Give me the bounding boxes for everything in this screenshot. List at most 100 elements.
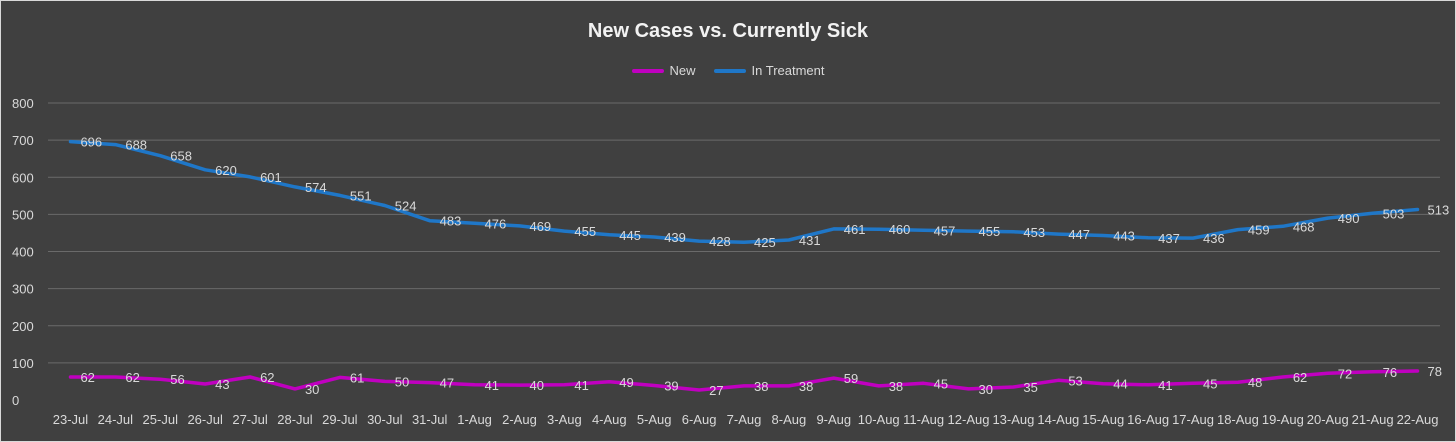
data-label-in-treatment: 469	[529, 219, 551, 234]
data-label-in-treatment: 436	[1203, 231, 1225, 246]
y-tick-label: 800	[12, 96, 34, 111]
y-tick-label: 600	[12, 170, 34, 185]
x-tick-label: 16-Aug	[1127, 412, 1169, 427]
series-line-in-treatment	[68, 139, 1420, 244]
x-tick-label: 23-Jul	[53, 412, 89, 427]
data-label-new: 41	[574, 378, 588, 393]
x-tick-label: 24-Jul	[98, 412, 134, 427]
data-label-new: 35	[1023, 380, 1037, 395]
data-label-new: 59	[844, 371, 858, 386]
x-tick-label: 26-Jul	[187, 412, 223, 427]
data-label-in-treatment: 490	[1338, 211, 1360, 226]
data-label-new: 39	[664, 379, 678, 394]
data-label-new: 41	[1158, 378, 1172, 393]
data-label-in-treatment: 696	[80, 135, 102, 150]
y-tick-label: 400	[12, 245, 34, 260]
data-label-new: 43	[215, 377, 229, 392]
data-label-in-treatment: 551	[350, 188, 372, 203]
data-label-new: 38	[889, 379, 903, 394]
x-tick-label: 7-Aug	[727, 412, 762, 427]
legend: New In Treatment	[1, 63, 1455, 78]
data-label-in-treatment: 428	[709, 234, 731, 249]
data-label-new: 62	[125, 370, 139, 385]
data-label-in-treatment: 460	[889, 222, 911, 237]
data-label-in-treatment: 461	[844, 222, 866, 237]
x-tick-label: 6-Aug	[682, 412, 717, 427]
data-label-in-treatment: 513	[1428, 203, 1450, 218]
data-label-new: 53	[1068, 373, 1082, 388]
data-label-in-treatment: 574	[305, 180, 327, 195]
x-tick-label: 28-Jul	[277, 412, 313, 427]
legend-label-new: New	[669, 63, 696, 78]
x-tick-label: 19-Aug	[1262, 412, 1304, 427]
x-tick-label: 25-Jul	[143, 412, 179, 427]
data-label-new: 62	[80, 370, 94, 385]
data-label-in-treatment: 688	[125, 138, 147, 153]
data-label-new: 27	[709, 383, 723, 398]
data-label-new: 40	[529, 378, 543, 393]
legend-swatch-in-treatment	[713, 68, 746, 73]
y-tick-label: 500	[12, 207, 34, 222]
data-label-new: 45	[934, 376, 948, 391]
x-tick-label: 3-Aug	[547, 412, 582, 427]
data-label-new: 45	[1203, 376, 1217, 391]
x-tick-label: 4-Aug	[592, 412, 627, 427]
data-label-new: 48	[1248, 375, 1262, 390]
series-line-new	[68, 369, 1420, 392]
x-tick-label: 8-Aug	[772, 412, 807, 427]
x-tick-label: 27-Jul	[232, 412, 268, 427]
data-label-in-treatment: 447	[1068, 227, 1090, 242]
y-tick-label: 300	[12, 282, 34, 297]
x-tick-label: 9-Aug	[816, 412, 851, 427]
y-tick-label: 200	[12, 319, 34, 334]
data-label-new: 38	[754, 379, 768, 394]
data-label-new: 76	[1383, 365, 1397, 380]
data-label-in-treatment: 443	[1113, 229, 1135, 244]
x-tick-label: 14-Aug	[1037, 412, 1079, 427]
data-label-in-treatment: 457	[934, 223, 956, 238]
x-tick-label: 5-Aug	[637, 412, 672, 427]
data-label-in-treatment: 431	[799, 233, 821, 248]
data-label-new: 50	[395, 374, 409, 389]
data-label-in-treatment: 453	[1023, 225, 1045, 240]
x-tick-label: 1-Aug	[457, 412, 492, 427]
data-label-in-treatment: 483	[440, 214, 462, 229]
x-tick-label: 2-Aug	[502, 412, 537, 427]
data-label-in-treatment: 503	[1383, 206, 1405, 221]
data-label-in-treatment: 455	[574, 224, 596, 239]
x-tick-label: 20-Aug	[1307, 412, 1349, 427]
data-label-new: 72	[1338, 366, 1352, 381]
x-tick-label: 18-Aug	[1217, 412, 1259, 427]
legend-item-in-treatment: In Treatment	[713, 63, 825, 78]
data-label-new: 30	[979, 382, 993, 397]
data-label-in-treatment: 455	[979, 224, 1001, 239]
x-tick-label: 12-Aug	[948, 412, 990, 427]
data-label-in-treatment: 601	[260, 170, 282, 185]
data-label-new: 44	[1113, 377, 1127, 392]
data-label-in-treatment: 425	[754, 235, 776, 250]
x-tick-label: 22-Aug	[1397, 412, 1439, 427]
legend-item-new: New	[631, 63, 696, 78]
data-label-new: 62	[1293, 370, 1307, 385]
data-label-new: 56	[170, 372, 184, 387]
x-tick-label: 10-Aug	[858, 412, 900, 427]
data-label-new: 49	[619, 375, 633, 390]
data-label-in-treatment: 439	[664, 230, 686, 245]
data-label-in-treatment: 437	[1158, 231, 1180, 246]
x-tick-label: 13-Aug	[992, 412, 1034, 427]
x-tick-label: 31-Jul	[412, 412, 448, 427]
x-tick-label: 17-Aug	[1172, 412, 1214, 427]
data-label-in-treatment: 620	[215, 163, 237, 178]
data-label-new: 62	[260, 370, 274, 385]
x-tick-label: 29-Jul	[322, 412, 358, 427]
data-label-in-treatment: 445	[619, 228, 641, 243]
legend-swatch-new	[631, 68, 664, 73]
data-label-new: 78	[1428, 364, 1442, 379]
data-label-in-treatment: 524	[395, 198, 417, 213]
x-tick-label: 15-Aug	[1082, 412, 1124, 427]
x-tick-label: 21-Aug	[1352, 412, 1394, 427]
data-label-new: 38	[799, 379, 813, 394]
y-tick-label: 100	[12, 356, 34, 371]
